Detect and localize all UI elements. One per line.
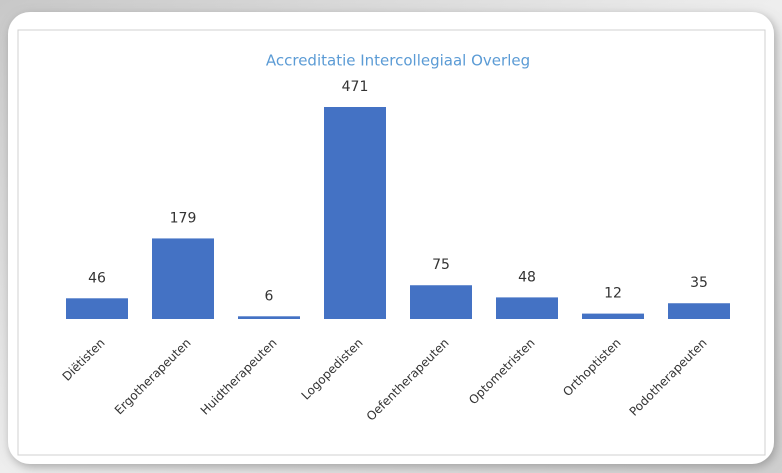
bar — [668, 303, 730, 319]
card — [8, 12, 774, 464]
data-label: 12 — [604, 286, 622, 302]
data-label: 471 — [342, 79, 369, 95]
bar — [152, 238, 214, 319]
data-label: 46 — [88, 270, 106, 286]
bar — [410, 285, 472, 319]
data-label: 6 — [265, 288, 274, 304]
chart-border — [17, 29, 766, 456]
data-label: 48 — [518, 269, 536, 285]
bar — [582, 313, 644, 319]
bar — [496, 297, 558, 319]
data-label: 35 — [690, 275, 708, 291]
bar — [66, 298, 128, 319]
data-label: 75 — [432, 257, 450, 273]
bar — [238, 316, 300, 319]
chart-title: Accreditatie Intercollegiaal Overleg — [266, 52, 530, 70]
bar — [324, 107, 386, 319]
data-label: 179 — [170, 210, 197, 226]
